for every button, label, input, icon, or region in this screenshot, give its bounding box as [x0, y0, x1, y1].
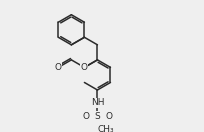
Text: CH₃: CH₃ [98, 125, 114, 132]
Text: O: O [83, 112, 90, 121]
Text: O: O [105, 112, 112, 121]
Text: O: O [81, 63, 88, 72]
Text: NH: NH [91, 98, 104, 107]
Text: O: O [55, 63, 62, 72]
Text: S: S [95, 112, 100, 121]
